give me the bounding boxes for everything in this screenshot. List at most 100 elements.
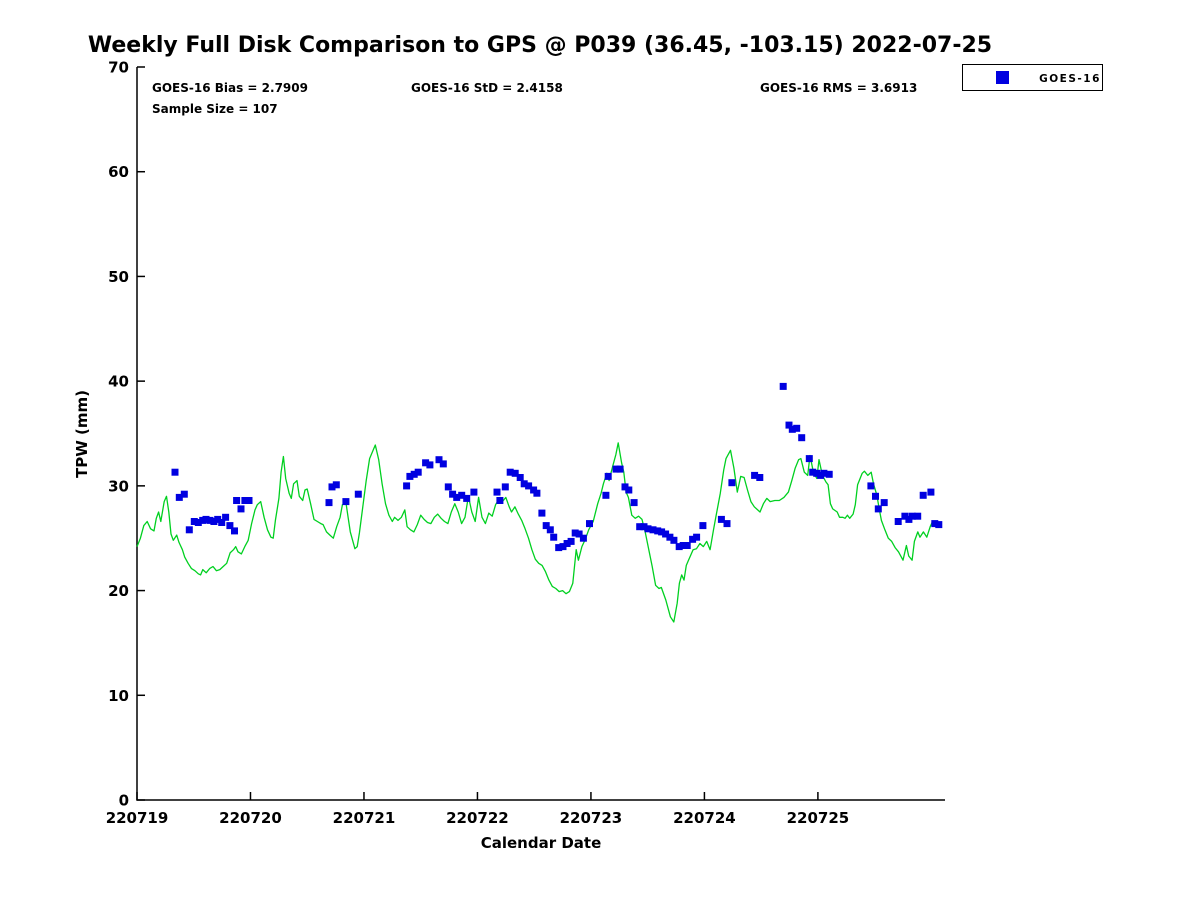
goes16-data-marker [241, 497, 249, 504]
goes16-data-marker [194, 519, 202, 526]
goes16-data-marker [579, 534, 587, 542]
legend-box [962, 64, 1103, 91]
stat-bias: GOES-16 Bias = 2.7909 [152, 81, 308, 95]
goes16-data-marker [533, 489, 541, 497]
goes16-data-marker [245, 497, 253, 504]
goes16-data-marker [670, 536, 678, 544]
goes16-data-marker [414, 468, 422, 476]
goes16-data-marker [206, 516, 214, 524]
goes16-data-marker [175, 493, 183, 501]
goes16-data-marker [180, 490, 188, 498]
goes16-data-marker [785, 421, 793, 429]
goes16-data-marker [867, 482, 875, 490]
goes16-data-marker [520, 480, 528, 488]
goes16-data-marker [218, 519, 226, 526]
goes16-data-marker [805, 455, 813, 463]
goes16-data-marker [927, 488, 935, 496]
goes16-data-marker [825, 470, 833, 478]
stat-std: GOES-16 StD = 2.4158 [411, 81, 563, 95]
goes16-data-marker [658, 528, 666, 536]
goes16-data-marker [872, 492, 879, 500]
goes16-data-marker [699, 522, 707, 530]
goes16-data-marker [874, 505, 882, 513]
goes16-data-marker [662, 530, 670, 538]
goes16-data-marker [689, 535, 697, 543]
goes16-data-marker [506, 468, 514, 476]
goes16-data-marker [571, 529, 579, 537]
goes16-data-marker [931, 520, 939, 528]
goes16-data-marker [444, 483, 452, 491]
goes16-data-marker [809, 468, 817, 476]
goes16-data-marker [683, 542, 691, 549]
chart-title: Weekly Full Disk Comparison to GPS @ P03… [88, 33, 992, 58]
goes16-data-marker [550, 533, 558, 541]
goes16-data-marker [880, 499, 888, 507]
goes16-data-marker [675, 543, 683, 551]
goes16-data-marker [496, 497, 504, 504]
goes16-data-marker [202, 515, 210, 523]
goes16-data-marker [516, 474, 524, 481]
goes16-data-marker [654, 527, 662, 535]
goes16-data-marker [470, 488, 478, 496]
goes16-data-marker [226, 522, 234, 530]
x-tick-label: 220723 [560, 809, 623, 827]
goes16-data-marker [422, 459, 430, 467]
goes16-data-marker [328, 483, 336, 491]
goes16-data-marker [493, 488, 501, 496]
goes16-data-marker [644, 525, 652, 533]
goes16-data-marker [567, 537, 575, 545]
goes16-data-marker [354, 490, 362, 498]
goes16-data-marker [894, 518, 902, 525]
x-tick-label: 220719 [106, 809, 169, 827]
goes16-data-marker [586, 520, 593, 528]
goes16-data-marker [756, 474, 764, 481]
goes16-data-marker [237, 505, 245, 513]
goes16-data-marker [575, 530, 583, 538]
goes16-data-marker [612, 465, 620, 473]
goes16-data-marker [435, 456, 443, 464]
legend-label-goes16: GOES-16 [1039, 73, 1101, 85]
goes16-data-marker [935, 521, 943, 529]
goes16-data-marker [525, 482, 533, 490]
goes16-data-marker [798, 434, 806, 442]
stat-rms: GOES-16 RMS = 3.6913 [760, 81, 917, 95]
goes16-data-marker [679, 542, 687, 549]
goes16-data-marker [171, 468, 179, 476]
goes16-data-marker [214, 515, 222, 523]
x-tick-label: 220722 [446, 809, 509, 827]
x-tick-label: 220721 [333, 809, 396, 827]
legend: GOES-16 [962, 64, 1103, 91]
goes16-data-marker [555, 544, 563, 552]
x-tick-label: 220720 [219, 809, 282, 827]
goes16-data-marker [728, 479, 736, 487]
goes16-data-marker [403, 482, 411, 490]
goes16-data-marker [616, 465, 624, 473]
goes16-data-marker [649, 526, 657, 534]
x-axis-label: Calendar Date [481, 834, 602, 852]
plot-area: 0 10 20 30 40 50 60 70 220719 220720 220721 220722 2… [106, 59, 945, 827]
y-axis-label: TPW (mm) [73, 390, 91, 478]
goes16-data-marker [751, 471, 759, 479]
y-tick-label: 20 [108, 582, 129, 600]
y-tick-label: 40 [108, 373, 129, 391]
goes16-data-marker [542, 522, 550, 530]
goes16-data-marker [640, 523, 648, 531]
goes16-data-marker [342, 498, 350, 506]
goes16-data-marker [501, 483, 509, 491]
goes16-data-marker [190, 518, 198, 525]
y-tick-label: 10 [108, 687, 129, 705]
goes16-data-marker [538, 509, 546, 517]
goes16-data-marker [231, 527, 238, 535]
goes16-data-marker [222, 513, 230, 521]
goes16-data-marker [233, 497, 241, 504]
goes16-data-marker [463, 494, 471, 502]
goes16-data-marker [563, 540, 571, 547]
goes16-data-marker [813, 469, 821, 477]
y-tick-label: 30 [108, 477, 129, 495]
goes16-data-marker [779, 382, 787, 390]
goes16-data-marker [919, 491, 927, 499]
goes16-data-marker [625, 486, 633, 494]
goes16-data-marker [406, 472, 414, 480]
